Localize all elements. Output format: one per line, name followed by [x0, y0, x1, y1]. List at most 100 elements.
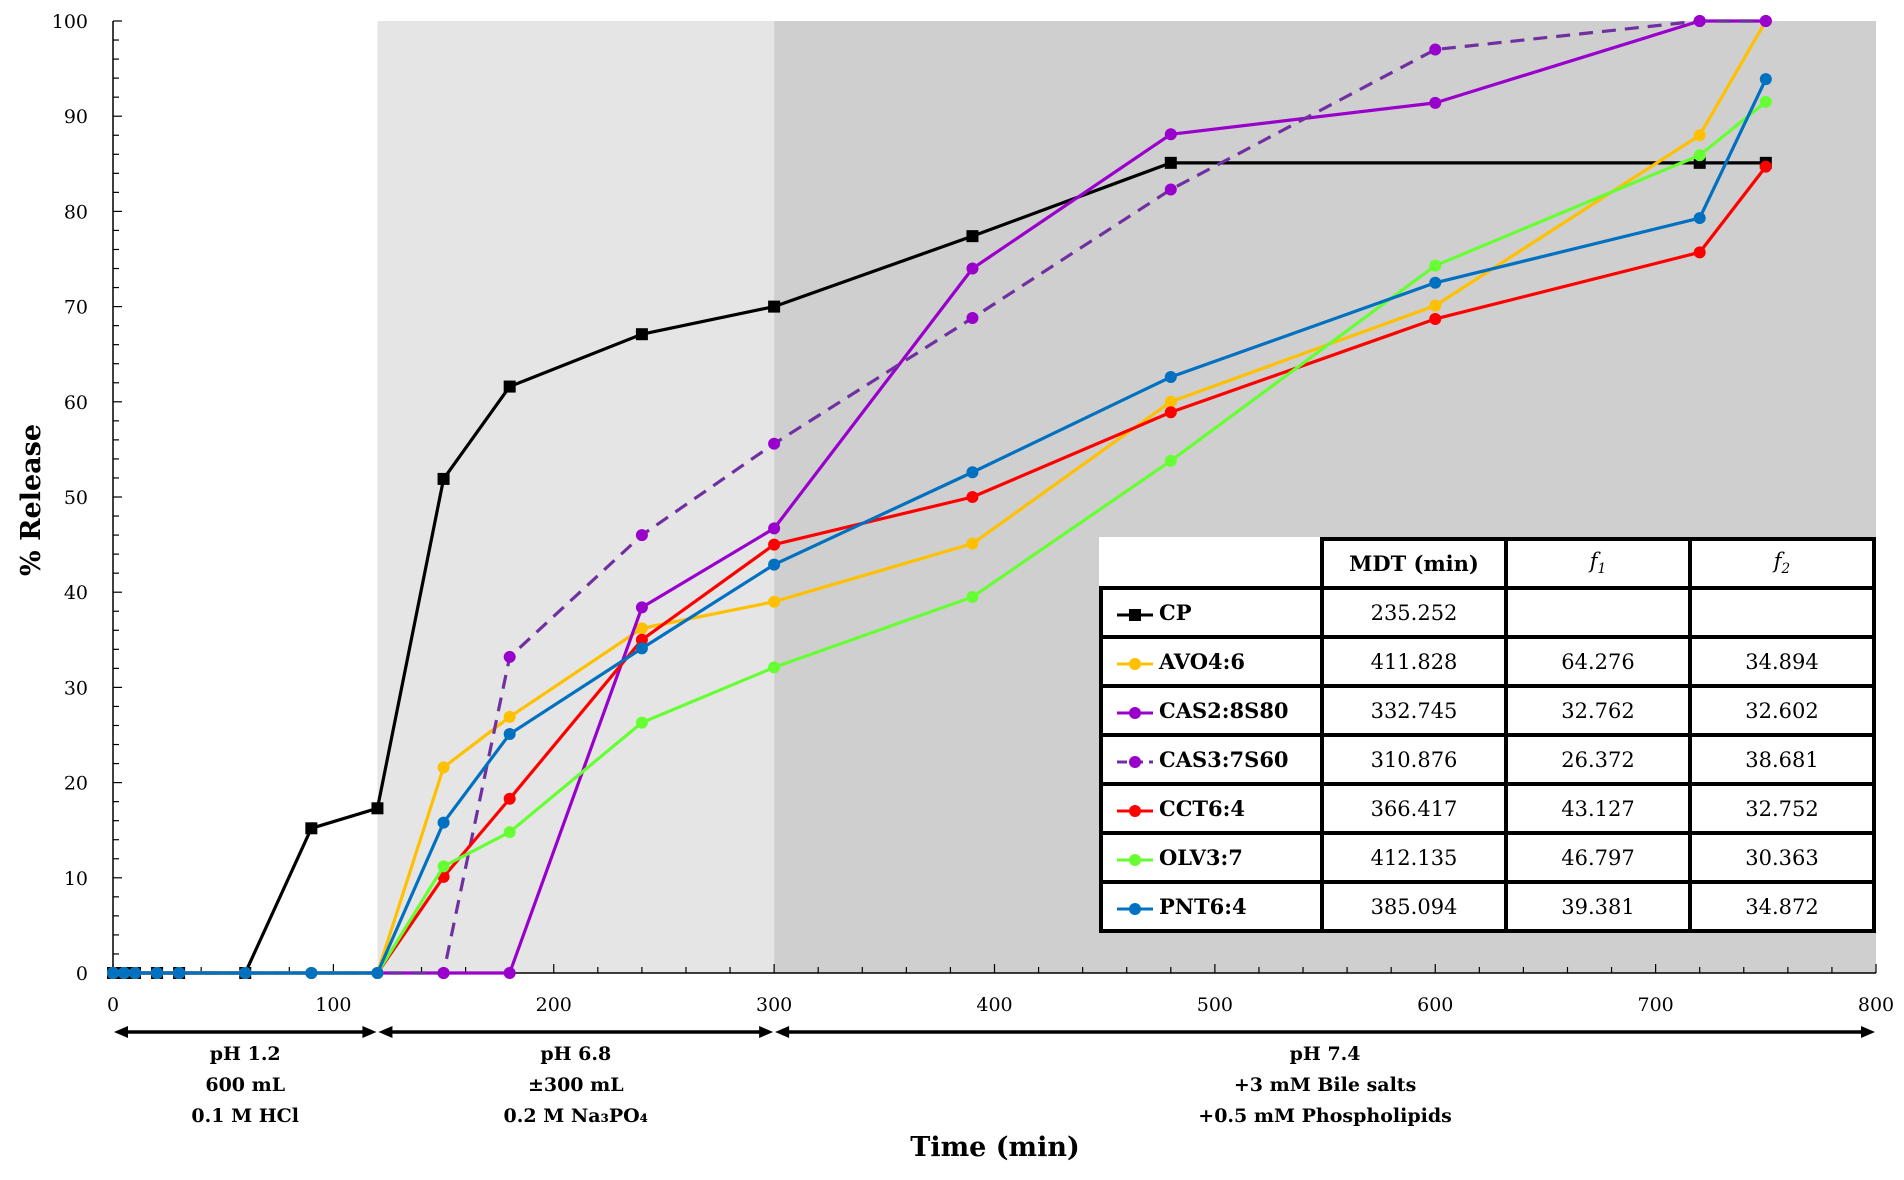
phase-label-line: 600 mL — [205, 1074, 285, 1096]
y-tick-label: 30 — [64, 677, 88, 699]
phase-annotation-layer: pH 1.2 600 mL 0.1 M HCl pH 6.8 ±300 mL 0.2 M … — [114, 1026, 1875, 1127]
data-point — [966, 590, 979, 603]
data-point — [1429, 299, 1442, 312]
arrowhead-right-icon — [759, 1026, 774, 1038]
data-point — [635, 328, 648, 341]
data-point — [503, 650, 516, 663]
x-tick-label: 300 — [756, 994, 792, 1016]
legend-label: CCT6:4 — [1159, 796, 1246, 821]
x-axis-title: Time (min) — [910, 1132, 1080, 1163]
data-point — [635, 633, 648, 646]
data-point — [305, 822, 318, 835]
f2-cell: 34.894 — [1688, 635, 1876, 688]
data-point — [503, 728, 516, 741]
data-point — [635, 529, 648, 542]
phase-label-line: pH 7.4 — [1290, 1043, 1361, 1065]
arrowhead-right-icon — [1861, 1026, 1875, 1038]
f1-cell: 32.762 — [1504, 684, 1692, 737]
data-point — [1759, 160, 1772, 173]
mdt-cell: 412.135 — [1320, 831, 1508, 884]
mdt-cell: 310.876 — [1320, 733, 1508, 786]
mdt-cell: 332.745 — [1320, 684, 1508, 737]
arrowhead-left-icon — [775, 1026, 790, 1038]
data-point — [966, 537, 979, 550]
f2-cell: 32.602 — [1688, 684, 1876, 737]
data-point — [503, 826, 516, 839]
data-point — [1164, 128, 1177, 141]
data-point — [437, 761, 450, 774]
y-tick-label: 90 — [64, 106, 88, 128]
data-point — [966, 466, 979, 479]
f1-cell: 64.276 — [1504, 635, 1692, 688]
data-point — [768, 558, 781, 571]
data-point — [1759, 15, 1772, 27]
y-tick-label: 50 — [64, 487, 88, 509]
data-point — [437, 472, 450, 485]
data-point — [768, 300, 781, 313]
phase-label-line: +0.5 mM Phospholipids — [1198, 1105, 1452, 1127]
table-row: CAS3:7S60 310.876 26.372 38.681 — [1099, 733, 1876, 786]
data-point — [635, 716, 648, 729]
y-tick-label: 20 — [64, 773, 88, 795]
data-point — [1164, 454, 1177, 467]
legend-circle — [1129, 657, 1141, 670]
legend-marker-icon — [1117, 902, 1153, 915]
phase-annotation-2: pH 7.4 +3 mM Bile salts +0.5 mM Phospholip… — [775, 1026, 1875, 1127]
data-point — [239, 967, 252, 979]
x-tick-label: 0 — [107, 994, 119, 1016]
legend-entry: PNT6:4 — [1099, 880, 1324, 933]
data-point — [151, 967, 164, 979]
data-point — [1693, 129, 1706, 142]
data-point — [1693, 15, 1706, 27]
mdt-cell: 366.417 — [1320, 782, 1508, 835]
legend-label: CAS2:8S80 — [1159, 698, 1289, 723]
f2-cell: 30.363 — [1688, 831, 1876, 884]
f1-sub: 1 — [1597, 561, 1607, 578]
f2-cell: 32.752 — [1688, 782, 1876, 835]
statistics-table: MDT (min) f1 f2 CP 235.252 AVO4:6 411.828 64… — [1099, 537, 1876, 933]
y-axis-title: % Release — [16, 424, 47, 576]
data-point — [966, 312, 979, 325]
y-tick-label: 40 — [64, 582, 88, 604]
data-point — [768, 538, 781, 551]
f2-cell: 34.872 — [1688, 880, 1876, 933]
data-point — [1164, 156, 1177, 169]
data-point — [1693, 246, 1706, 259]
header-blank-cell — [1101, 539, 1322, 588]
legend-entry: CAS2:8S80 — [1099, 684, 1324, 737]
data-point — [1429, 276, 1442, 289]
legend-label: CP — [1159, 600, 1192, 625]
y-tick-label: 100 — [52, 11, 88, 33]
f2-base: f — [1773, 549, 1782, 574]
data-point — [768, 437, 781, 450]
table-row: OLV3:7 412.135 46.797 30.363 — [1099, 831, 1876, 884]
x-tick-label: 400 — [976, 994, 1012, 1016]
legend-label: PNT6:4 — [1159, 894, 1247, 919]
data-point — [1164, 183, 1177, 196]
data-point — [107, 967, 119, 979]
f1-base: f — [1589, 549, 1598, 574]
table-row: CP 235.252 — [1099, 586, 1876, 639]
data-point — [503, 792, 516, 805]
data-point — [635, 601, 648, 614]
y-tick-label: 80 — [64, 201, 88, 223]
mdt-cell: 235.252 — [1320, 586, 1508, 639]
data-point — [173, 967, 186, 979]
data-point — [1429, 43, 1442, 56]
data-point — [1164, 406, 1177, 419]
f1-cell: 39.381 — [1504, 880, 1692, 933]
legend-square — [1129, 608, 1141, 621]
data-point — [503, 967, 516, 979]
x-tick-label: 500 — [1197, 994, 1233, 1016]
data-point — [966, 230, 979, 243]
f1-cell: 46.797 — [1504, 831, 1692, 884]
phase-annotation-0: pH 1.2 600 mL 0.1 M HCl — [114, 1026, 377, 1127]
table-row: CCT6:4 366.417 43.127 32.752 — [1099, 782, 1876, 835]
arrowhead-left-icon — [378, 1026, 393, 1038]
phase-label-line: 0.2 M Na₃PO₄ — [504, 1105, 648, 1127]
legend-entry: CAS3:7S60 — [1099, 733, 1324, 786]
phase-label-line: pH 1.2 — [210, 1043, 281, 1065]
legend-circle — [1129, 853, 1141, 866]
data-point — [635, 642, 648, 655]
table-header-row: MDT (min) f1 f2 — [1101, 537, 1876, 590]
